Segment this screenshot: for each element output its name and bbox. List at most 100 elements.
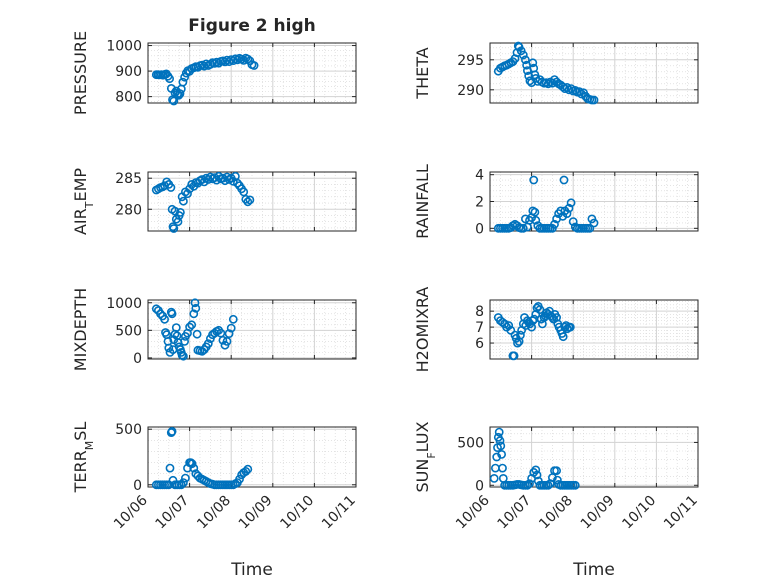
data-point xyxy=(529,175,539,185)
data-point xyxy=(564,203,574,213)
axes-box xyxy=(489,299,699,360)
data-point xyxy=(197,175,207,184)
data-point xyxy=(516,330,525,340)
x-tick-label: 10/11 xyxy=(661,493,701,533)
data-point xyxy=(530,207,540,217)
subplot-air-temp: 280 285 AIRTEMP xyxy=(71,168,357,235)
data-point xyxy=(178,351,188,361)
data-point xyxy=(214,171,224,181)
data-point xyxy=(525,479,534,488)
data-point xyxy=(535,305,545,314)
data-point xyxy=(189,309,199,319)
y-tick-label: 500 xyxy=(115,422,142,438)
data-point xyxy=(171,323,181,332)
data-point xyxy=(226,323,236,333)
x-tick-label: 10/09 xyxy=(236,493,276,533)
data-point xyxy=(489,473,499,483)
data-point xyxy=(494,427,504,437)
data-point xyxy=(175,89,185,98)
x-tick-label: 10/11 xyxy=(319,493,359,533)
data-point xyxy=(528,58,538,68)
data-point xyxy=(167,426,177,436)
data-point xyxy=(189,463,199,473)
data-point xyxy=(589,95,599,105)
x-tick-label: 10/08 xyxy=(194,493,234,533)
subplot-theta: 290 295 THETA xyxy=(413,41,699,105)
data-point xyxy=(180,336,189,346)
data-point xyxy=(228,314,238,324)
data-point xyxy=(173,217,183,227)
x-axis-label-right: Time xyxy=(572,560,615,580)
data-point xyxy=(509,351,519,361)
y-tick-label: 0 xyxy=(133,478,142,494)
data-point xyxy=(523,480,532,490)
data-point xyxy=(175,207,185,217)
subplot-rainfall: 0 2 4 RAINFALL xyxy=(413,164,699,239)
data-point xyxy=(570,480,580,490)
data-point xyxy=(192,329,202,339)
y-tick-label: 7 xyxy=(475,320,484,336)
y-axis-label: H2OMIXRA xyxy=(413,287,432,373)
data-point xyxy=(249,61,259,70)
data-point xyxy=(156,309,165,319)
data-point xyxy=(235,474,244,484)
data-point xyxy=(187,320,197,330)
subplot-sun-flux: 0 500 10/06 10/07 10/08 10/09 10/10 10/11 SUNFLU… xyxy=(413,421,701,532)
x-tick-label: 10/07 xyxy=(495,493,535,533)
y-tick-label: 285 xyxy=(115,171,142,187)
data-point xyxy=(178,77,188,87)
data-point xyxy=(531,465,541,475)
data-point xyxy=(164,343,174,353)
data-point xyxy=(187,179,197,189)
data-point xyxy=(232,178,242,188)
y-tick-label: 6 xyxy=(475,336,484,352)
x-tick-label: 10/10 xyxy=(619,493,659,533)
axes-box xyxy=(147,426,357,488)
data-point xyxy=(245,195,255,205)
y-tick-label: 500 xyxy=(115,323,142,339)
data-point xyxy=(191,303,201,313)
data-point xyxy=(566,198,576,208)
data-point xyxy=(497,449,506,459)
data-point xyxy=(498,463,507,473)
data-point xyxy=(243,464,253,474)
subplot-h2omixra: 678 H2OMIXRA xyxy=(413,287,699,373)
data-point xyxy=(177,350,187,360)
subplot-pressure: 800 900 1000 PRESSURE xyxy=(71,31,357,115)
y-axis-label: TERRMSL xyxy=(71,422,96,494)
y-axis-label: SUNFLUX xyxy=(413,421,438,492)
x-tick-label: 10/08 xyxy=(536,493,576,533)
x-tick-label: 10/06 xyxy=(111,492,151,532)
data-point xyxy=(151,304,161,314)
data-point xyxy=(558,332,568,342)
data-point xyxy=(562,83,572,92)
data-point xyxy=(575,87,584,96)
x-tick-label: 10/10 xyxy=(277,493,317,533)
y-axis-label: PRESSURE xyxy=(71,31,90,115)
y-tick-label: 0 xyxy=(475,478,484,494)
data-point xyxy=(180,473,190,483)
y-tick-label: 800 xyxy=(115,90,142,106)
data-point xyxy=(241,466,251,476)
data-point xyxy=(504,321,514,330)
y-axis-label: AIRTEMP xyxy=(71,168,96,235)
data-point xyxy=(521,55,530,65)
data-point xyxy=(160,314,169,324)
data-point xyxy=(232,55,242,65)
data-point xyxy=(180,72,189,82)
data-point xyxy=(566,84,576,93)
y-tick-label: 1000 xyxy=(106,296,142,312)
data-point xyxy=(222,172,232,182)
y-axis-label: THETA xyxy=(413,47,432,99)
x-tick-label: 10/07 xyxy=(153,493,193,533)
data-point xyxy=(203,339,213,348)
data-point xyxy=(187,459,197,469)
x-axis-label-left: Time xyxy=(230,560,273,580)
data-point xyxy=(222,336,232,346)
data-point xyxy=(162,177,172,187)
y-axis-label: MIXDEPTH xyxy=(71,288,90,371)
data-point xyxy=(518,50,528,60)
y-tick-label: 280 xyxy=(115,202,142,218)
data-point xyxy=(496,441,506,451)
